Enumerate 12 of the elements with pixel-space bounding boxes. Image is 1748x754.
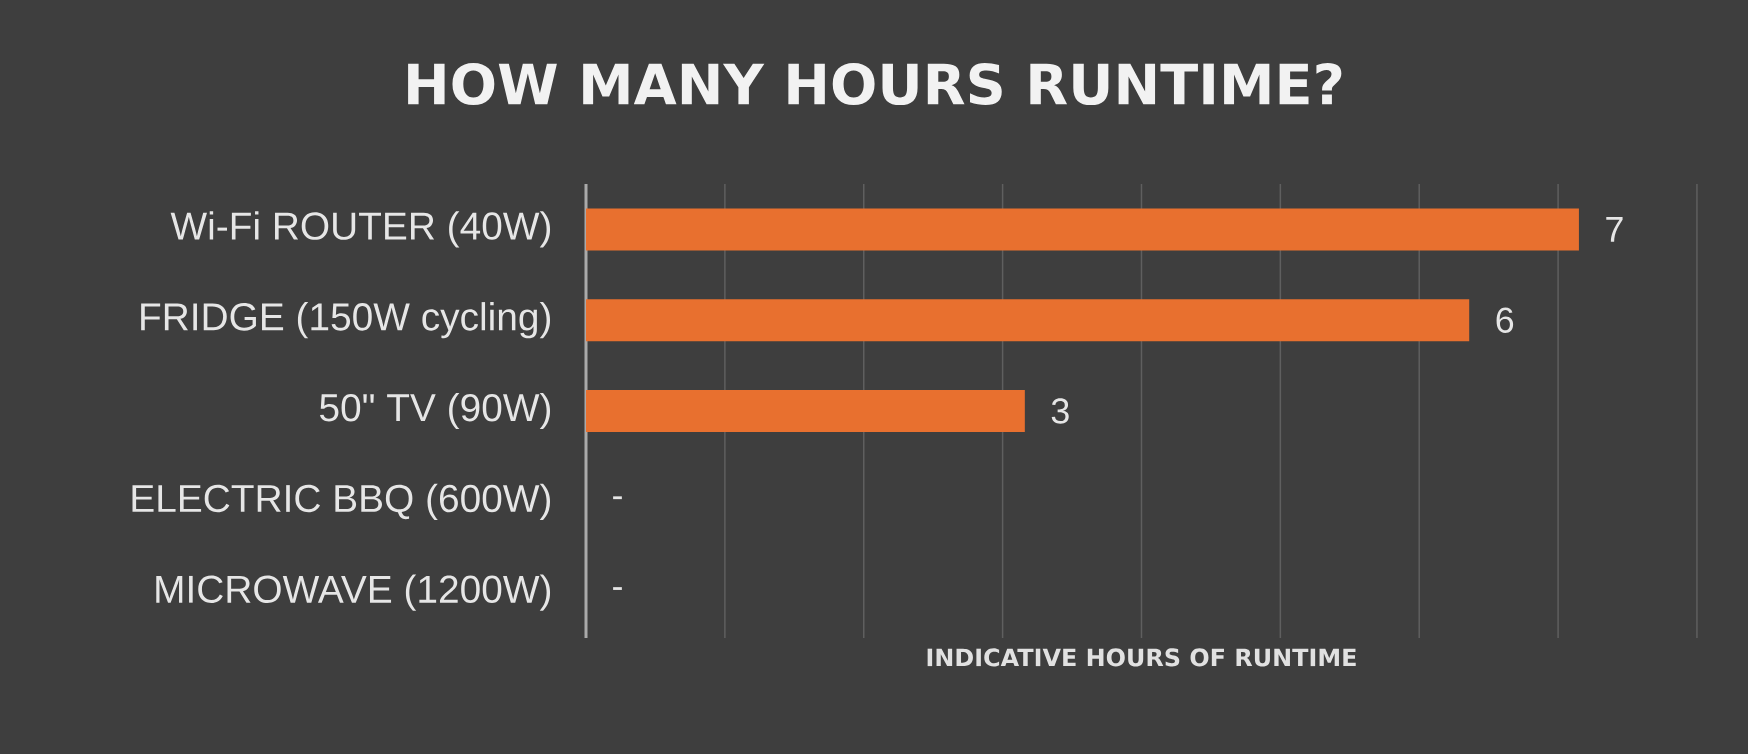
data-label: - (613, 587, 622, 590)
y-tick-label: Wi-Fi ROUTER (40W) (170, 211, 551, 248)
x-axis-title: INDICATIVE HOURS OF RUNTIME (927, 648, 1356, 667)
y-tick-label: 50" TV (90W) (320, 392, 551, 430)
data-label: 6 (1496, 307, 1514, 333)
chart-title: HOW MANY HOURS RUNTIME? (408, 62, 1342, 106)
data-label: 3 (1051, 398, 1069, 424)
y-tick-label: ELECTRIC BBQ (600W) (132, 483, 551, 520)
y-tick-label: MICROWAVE (1200W) (156, 574, 551, 611)
data-label: - (613, 496, 622, 500)
data-label: 7 (1606, 217, 1623, 242)
y-tick-label: FRIDGE (150W cycling) (141, 302, 551, 339)
